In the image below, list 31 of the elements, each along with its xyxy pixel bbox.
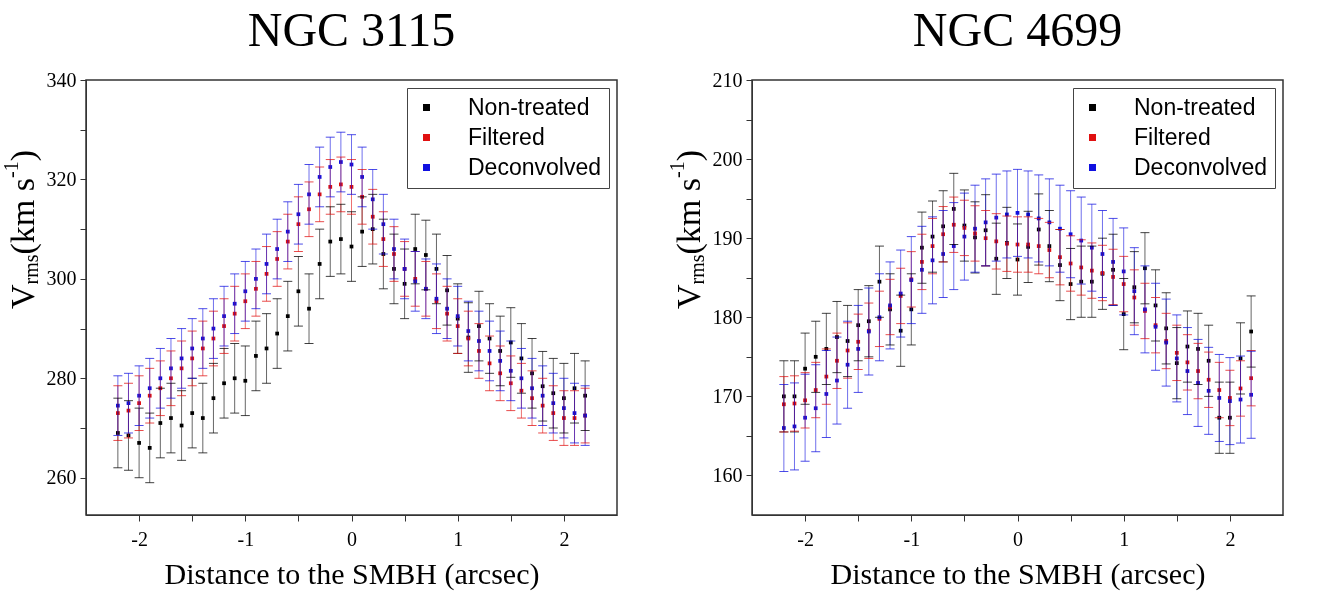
x-axis-title: Distance to the SMBH (arcsec) — [164, 556, 540, 591]
x-tick-label: -1 — [237, 527, 255, 550]
legend-label: Filtered — [468, 123, 545, 150]
y-tick-label: 190 — [712, 226, 743, 249]
y-tick-label: 200 — [712, 147, 743, 170]
x-tick-label: -2 — [797, 527, 814, 550]
legend-label: Deconvolved — [1134, 153, 1267, 180]
y-tick-label: 210 — [712, 68, 743, 91]
chart-title: NGC 4699 — [912, 3, 1123, 56]
y-tick-label: 300 — [46, 267, 77, 290]
y-tick-label: 180 — [712, 305, 743, 328]
legend-label: Filtered — [1134, 123, 1211, 150]
x-axis-title: Distance to the SMBH (arcsec) — [830, 556, 1206, 591]
x-tick-label: 2 — [559, 527, 570, 550]
x-tick-label: 1 — [453, 527, 464, 550]
y-tick-label: 340 — [46, 68, 77, 91]
y-tick-label: 320 — [46, 167, 77, 190]
y-tick-label: 160 — [712, 463, 743, 486]
x-tick-label: -2 — [131, 527, 148, 550]
y-tick-label: 280 — [46, 366, 77, 389]
x-tick-label: -1 — [903, 527, 921, 550]
x-tick-label: 1 — [1119, 527, 1130, 550]
x-tick-label: 0 — [1013, 527, 1023, 550]
chart-title: NGC 3115 — [247, 3, 456, 56]
y-tick-label: 260 — [46, 466, 77, 489]
x-tick-label: 0 — [347, 527, 357, 550]
y-tick-label: 170 — [712, 384, 743, 407]
legend-label: Non-treated — [468, 93, 590, 120]
x-tick-label: 2 — [1225, 527, 1236, 550]
legend-label: Non-treated — [1134, 93, 1256, 120]
legend-label: Deconvolved — [468, 153, 601, 180]
